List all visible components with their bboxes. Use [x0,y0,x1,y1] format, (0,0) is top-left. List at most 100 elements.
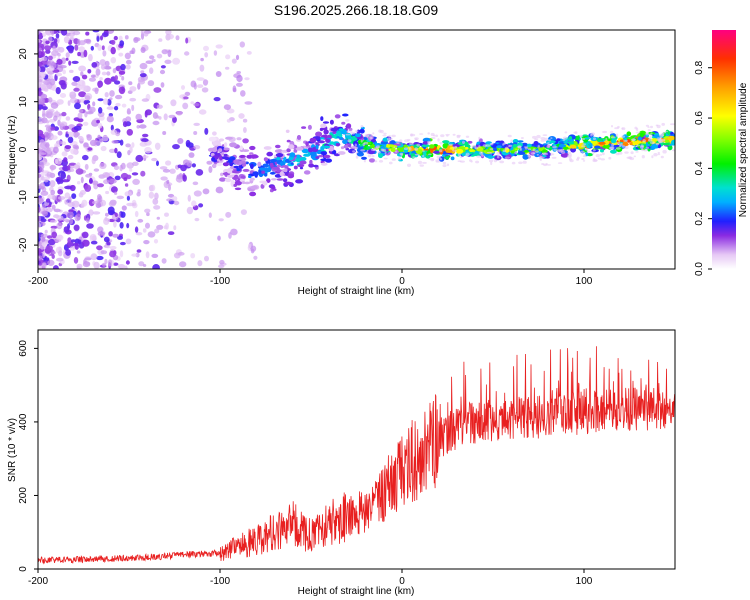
spectrogram-cell [145,222,150,229]
spectrogram-cell [123,177,128,182]
spectrogram-cell [138,261,145,267]
spectrogram-cell [65,57,69,61]
spectrogram-cell [360,149,365,152]
spectrogram-cell [85,31,90,36]
spectrogram-cell [556,138,561,142]
spectrogram-cell [569,144,577,149]
spectrogram-cell [378,153,383,159]
spectrogram-cell [184,91,191,96]
spectrogram-cell [57,130,63,136]
spectrogram-cell [55,49,59,53]
spectrogram-cell [165,222,169,230]
spectrogram-cell [431,158,435,161]
spectrogram-cell [236,137,242,141]
spectrogram-cell [445,155,450,160]
spectrogram-cell [239,145,243,151]
spectrogram-cell [581,145,586,148]
spectrogram-cell [80,176,84,184]
spectrogram-cell [667,135,675,141]
spectrogram-cell [330,127,338,132]
spectrogram-cell [137,218,144,223]
spectrogram-cell [263,157,268,162]
spectrogram-cell [502,149,507,152]
spectrogram-cell [552,145,557,149]
spectrogram-cell [150,184,156,192]
x-tick-label: 0 [399,276,405,287]
spectrogram-x-ticks: -200 -100 0 100 [28,269,593,287]
spectrogram-cell [419,164,424,167]
spectrogram-cell [126,128,133,136]
spectrogram-cell [452,149,457,152]
spectrogram-cell [550,137,553,140]
spectrogram-cell [573,131,577,134]
x-tick-label: -200 [28,276,48,287]
spectrogram-cell [621,145,626,148]
spectrogram-cell [114,147,118,154]
spectrogram-cell [422,141,429,145]
spectrogram-cell [422,154,425,158]
spectrogram-cell [537,145,541,148]
spectrogram-cell [47,194,54,200]
spectrogram-cell [252,171,259,177]
spectrogram-cell [141,98,150,102]
spectrogram-cell [535,150,539,153]
spectrogram-cell [38,47,42,51]
spectrogram-cell [38,88,42,92]
spectrogram-cell [97,98,104,102]
spectrogram-cell [526,143,532,148]
spectrogram-cell [116,195,125,200]
spectrogram-cell [635,151,639,153]
spectrogram-cell [124,183,129,187]
spectrogram-cell [347,135,352,141]
spectrogram-cell [95,68,101,76]
spectrogram-cell [88,199,95,207]
spectrogram-cell [648,138,653,142]
spectrogram-cell [43,80,51,85]
spectrogram-cell [429,144,435,149]
spectrogram-cell [361,156,367,160]
spectrogram-cell [185,37,189,44]
spectrogram-cell [393,146,396,149]
spectrogram-cell [672,149,675,152]
spectrogram-cell [321,162,328,166]
spectrogram-cell [670,123,675,126]
spectrogram-cell [86,223,94,229]
spectrogram-cell [533,141,539,146]
spectrogram-cell [94,87,99,95]
spectrogram-cell [442,143,448,149]
spectrogram-cell [88,77,96,82]
spectrogram-cell [161,49,169,55]
spectrogram-cell [38,97,46,105]
spectrogram-cell [64,145,72,150]
y-tick-label: 20 [18,48,29,60]
spectrogram-cell [111,140,119,144]
spectrogram-cell [611,137,617,144]
spectrogram-cell [239,154,246,159]
x-tick-label: 100 [576,576,593,587]
spectrogram-cell [50,102,59,109]
spectrogram-cell [142,228,147,233]
spectrogram-cell [68,46,74,54]
spectrogram-cell [193,122,200,126]
spectrogram-cell [97,134,101,140]
spectrogram-cell [274,174,282,178]
spectrogram-cell [524,146,528,150]
spectrogram-cell [492,147,498,152]
spectrogram-cell [240,157,247,161]
spectrogram-cell [195,169,204,176]
spectrogram-cell [615,133,619,137]
spectrogram-cell [435,160,440,163]
spectrogram-cell [626,139,631,143]
spectrogram-cell [153,87,162,93]
spectrogram-cell [217,235,221,241]
spectrogram-cell [233,165,240,169]
spectrogram-cell [39,139,45,144]
spectrogram-cell [45,30,53,36]
spectrogram-cell [456,135,461,139]
spectrogram-cell [69,184,76,192]
spectrogram-cell [162,131,167,135]
spectrogram-cell [40,93,48,100]
spectrogram-cell [196,84,204,88]
spectrogram-cell [231,170,239,174]
spectrogram-cell [81,239,90,247]
